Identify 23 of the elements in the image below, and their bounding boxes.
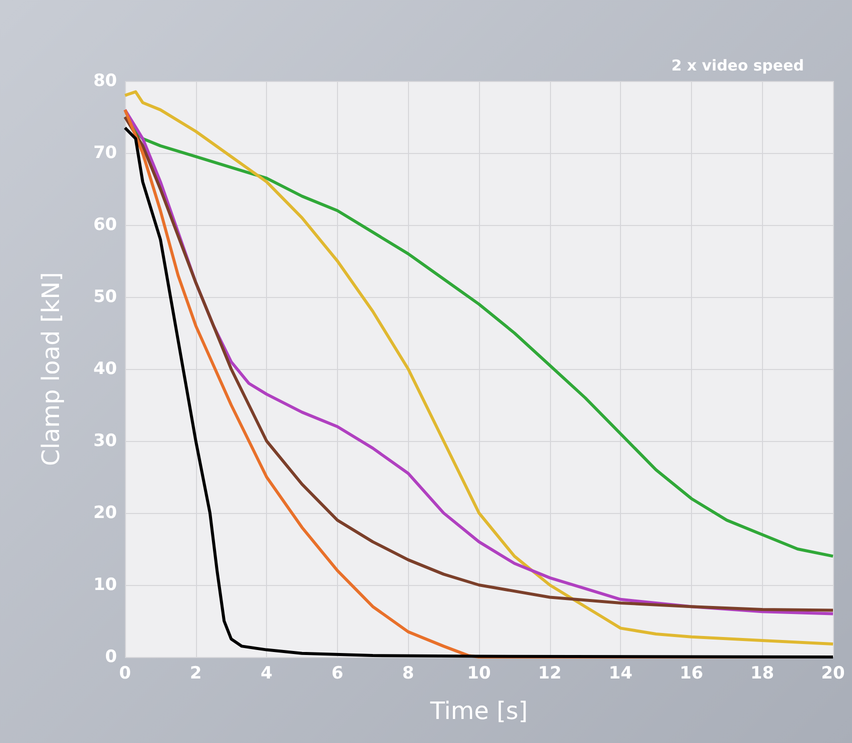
y-axis-title: Clamp load [kN] bbox=[37, 272, 65, 466]
y-tick-label: 40 bbox=[93, 359, 118, 379]
y-tick-label: 10 bbox=[93, 575, 118, 595]
x-tick-label: 6 bbox=[331, 664, 344, 684]
x-tick-label: 10 bbox=[467, 664, 491, 684]
x-tick-label: 2 bbox=[190, 664, 202, 684]
y-tick-label: 50 bbox=[93, 287, 118, 307]
y-tick-label: 80 bbox=[93, 71, 118, 91]
x-axis-title: Time [s] bbox=[429, 697, 528, 725]
x-tick-label: 14 bbox=[608, 664, 633, 684]
x-tick-label: 8 bbox=[402, 664, 414, 684]
x-tick-label: 18 bbox=[750, 664, 774, 684]
text: 2 x video speed bbox=[671, 56, 804, 74]
x-tick-label: 16 bbox=[680, 664, 704, 684]
x-tick-label: 12 bbox=[538, 664, 562, 684]
y-tick-label: 0 bbox=[105, 647, 118, 667]
x-tick-label: 4 bbox=[260, 664, 273, 684]
y-tick-label: 70 bbox=[93, 143, 118, 163]
x-tick-label: 0 bbox=[119, 664, 132, 684]
y-tick-label: 60 bbox=[93, 215, 118, 235]
y-tick-label: 30 bbox=[93, 431, 118, 451]
y-tick-label: 20 bbox=[93, 503, 118, 523]
x-tick-label: 20 bbox=[821, 664, 845, 684]
